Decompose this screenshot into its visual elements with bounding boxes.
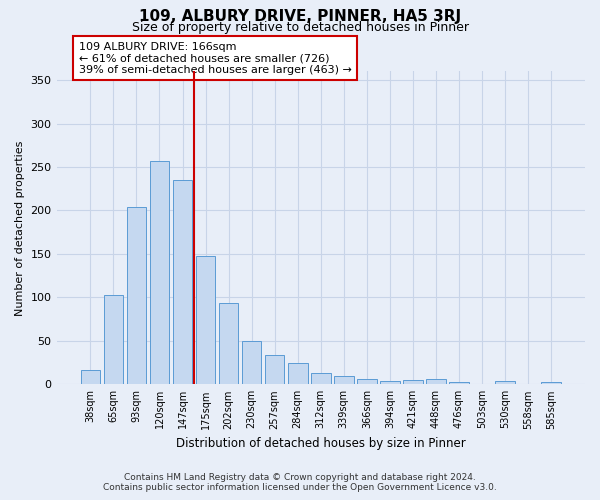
Bar (311, 373, 331, 384)
Bar (196, 256, 215, 384)
Text: 109, ALBURY DRIVE, PINNER, HA5 3RJ: 109, ALBURY DRIVE, PINNER, HA5 3RJ (139, 9, 461, 24)
Bar (288, 362, 308, 384)
Bar (403, 380, 423, 384)
Bar (541, 382, 561, 384)
Bar (149, 161, 169, 384)
Y-axis label: Number of detached properties: Number of detached properties (15, 140, 25, 316)
Text: 109 ALBURY DRIVE: 166sqm
← 61% of detached houses are smaller (726)
39% of semi-: 109 ALBURY DRIVE: 166sqm ← 61% of detach… (79, 42, 352, 75)
Bar (357, 379, 377, 384)
Text: Contains HM Land Registry data © Crown copyright and database right 2024.
Contai: Contains HM Land Registry data © Crown c… (103, 473, 497, 492)
Bar (426, 379, 446, 384)
Bar (127, 207, 146, 384)
Bar (449, 382, 469, 384)
Text: Size of property relative to detached houses in Pinner: Size of property relative to detached ho… (131, 22, 469, 35)
Bar (242, 341, 262, 384)
Bar (334, 376, 353, 384)
Bar (265, 355, 284, 384)
Bar (380, 381, 400, 384)
Bar (496, 381, 515, 384)
Bar (173, 180, 193, 384)
Bar (219, 302, 238, 384)
X-axis label: Distribution of detached houses by size in Pinner: Distribution of detached houses by size … (176, 437, 466, 450)
Bar (80, 370, 100, 384)
Bar (104, 295, 123, 384)
